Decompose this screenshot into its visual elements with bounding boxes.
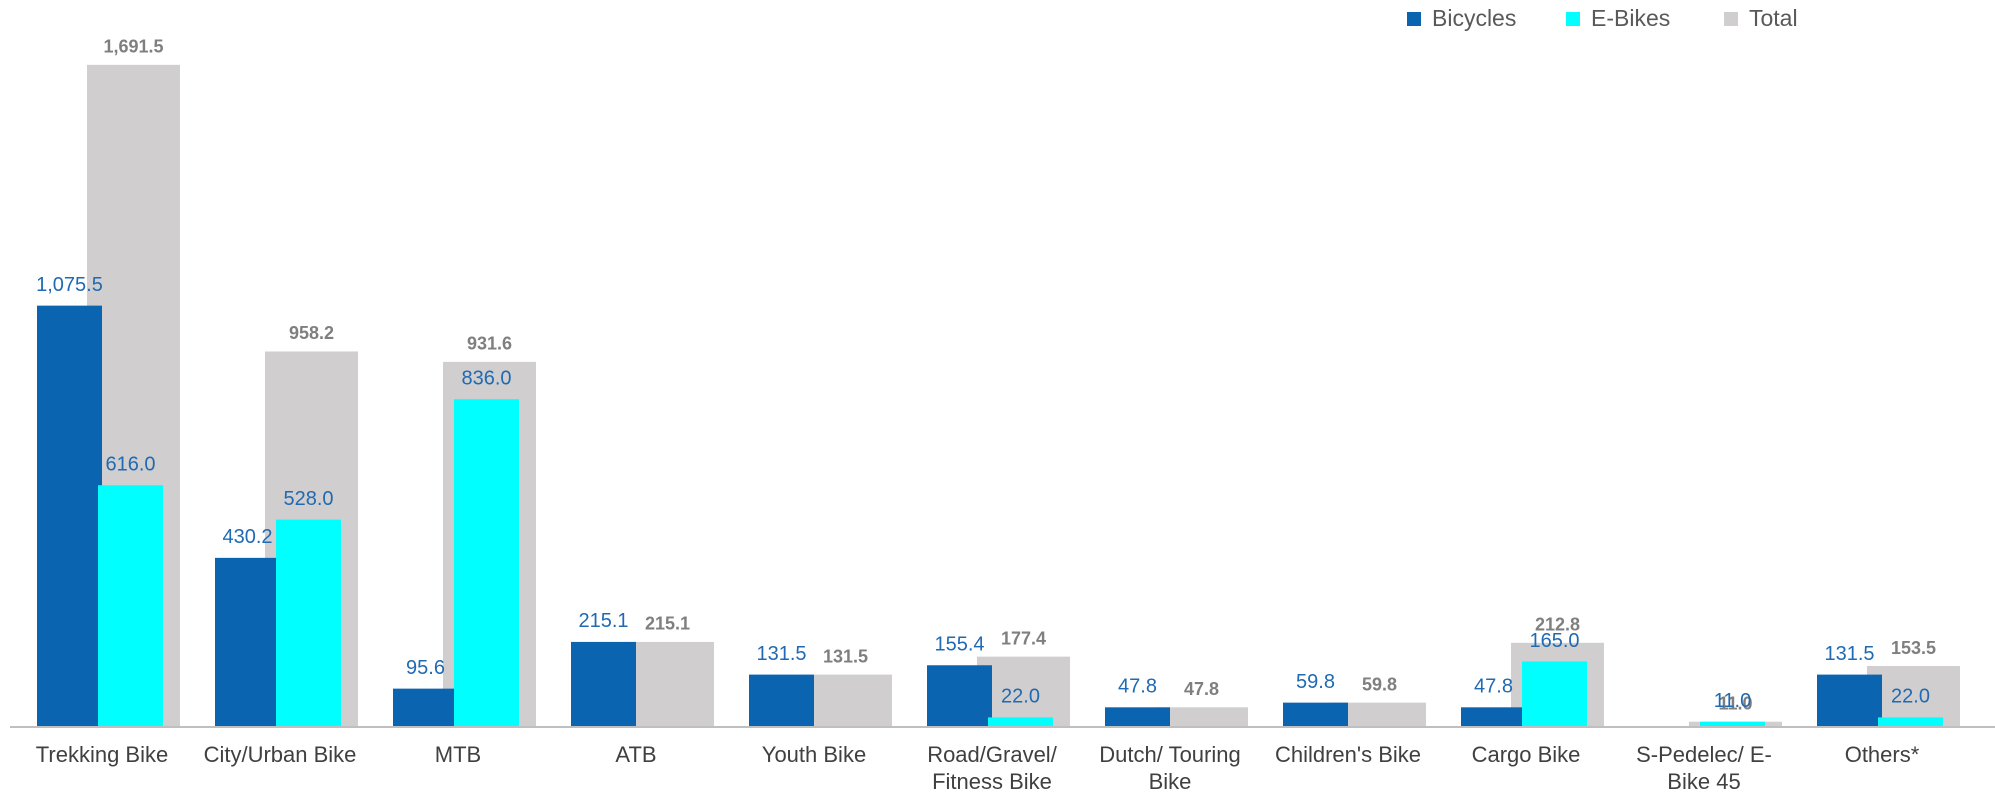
bar — [927, 665, 992, 726]
bar — [1283, 702, 1348, 726]
data-label: 153.5 — [1891, 638, 1936, 658]
data-label: 59.8 — [1296, 671, 1335, 693]
bar — [454, 399, 519, 726]
legend-swatch — [1566, 12, 1580, 26]
data-label: 212.8 — [1535, 615, 1580, 635]
x-tick-label: S-Pedelec/ E-Bike 45 — [1636, 742, 1772, 794]
legend-swatch — [1407, 12, 1421, 26]
data-label: 95.6 — [406, 657, 445, 679]
bar — [1155, 707, 1248, 726]
bar — [1700, 721, 1765, 726]
data-label: 47.8 — [1184, 679, 1219, 699]
bar — [571, 641, 636, 726]
x-tick-label: Others* — [1844, 742, 1920, 767]
bar — [1878, 717, 1943, 726]
x-tick-label: Cargo Bike — [1471, 742, 1581, 767]
data-label: 22.0 — [1891, 686, 1930, 708]
data-label: 59.8 — [1362, 674, 1397, 694]
data-label: 165.0 — [1529, 630, 1579, 652]
data-label: 215.1 — [578, 610, 628, 632]
data-label: 131.5 — [756, 643, 806, 665]
bar — [1867, 666, 1960, 726]
bar — [1105, 707, 1170, 726]
bar — [621, 641, 714, 726]
bar — [1461, 707, 1526, 726]
x-tick-label: MTB — [434, 742, 482, 767]
data-label: 155.4 — [934, 634, 984, 656]
data-label: 836.0 — [461, 368, 511, 390]
bar — [98, 485, 163, 726]
data-label: 47.8 — [1118, 676, 1157, 698]
bar — [988, 717, 1053, 726]
bar — [1817, 674, 1882, 726]
x-tick-label: ATB — [615, 742, 657, 767]
bar — [977, 656, 1070, 726]
x-tick-label: Children's Bike — [1274, 742, 1422, 767]
legend-swatch — [1724, 12, 1738, 26]
x-tick-label: Road/Gravel/ Fitness Bike — [927, 742, 1057, 794]
data-label: 958.2 — [289, 323, 334, 343]
legend-label: Bicycles — [1432, 5, 1516, 31]
data-label: 215.1 — [645, 614, 690, 634]
bar — [276, 519, 341, 726]
data-label: 22.0 — [1001, 686, 1040, 708]
legend-label: Total — [1749, 5, 1798, 31]
data-label: 430.2 — [222, 526, 272, 548]
x-tick-label: Trekking Bike — [35, 742, 169, 767]
bar — [215, 557, 280, 726]
bar — [37, 305, 102, 726]
data-label: 131.5 — [823, 646, 868, 666]
bar — [1333, 702, 1426, 726]
bar — [799, 674, 892, 726]
bar — [1522, 661, 1587, 726]
data-label: 11.0 — [1718, 693, 1752, 713]
data-label: 11.0 — [1714, 690, 1751, 712]
data-label: 131.5 — [1824, 643, 1874, 665]
data-label: 528.0 — [283, 488, 333, 510]
data-label: 931.6 — [467, 334, 512, 354]
bar — [393, 688, 458, 726]
bar — [749, 674, 814, 726]
data-label: 1,691.5 — [103, 37, 163, 57]
legend-label: E-Bikes — [1591, 5, 1670, 31]
x-tick-label: Youth Bike — [761, 742, 867, 767]
x-tick-label: City/Urban Bike — [203, 742, 357, 767]
data-label: 177.4 — [1001, 628, 1046, 648]
data-label: 47.8 — [1474, 676, 1513, 698]
data-label: 616.0 — [105, 454, 155, 476]
data-label: 1,075.5 — [36, 274, 103, 296]
x-tick-label: Dutch/ Touring Bike — [1099, 742, 1241, 794]
